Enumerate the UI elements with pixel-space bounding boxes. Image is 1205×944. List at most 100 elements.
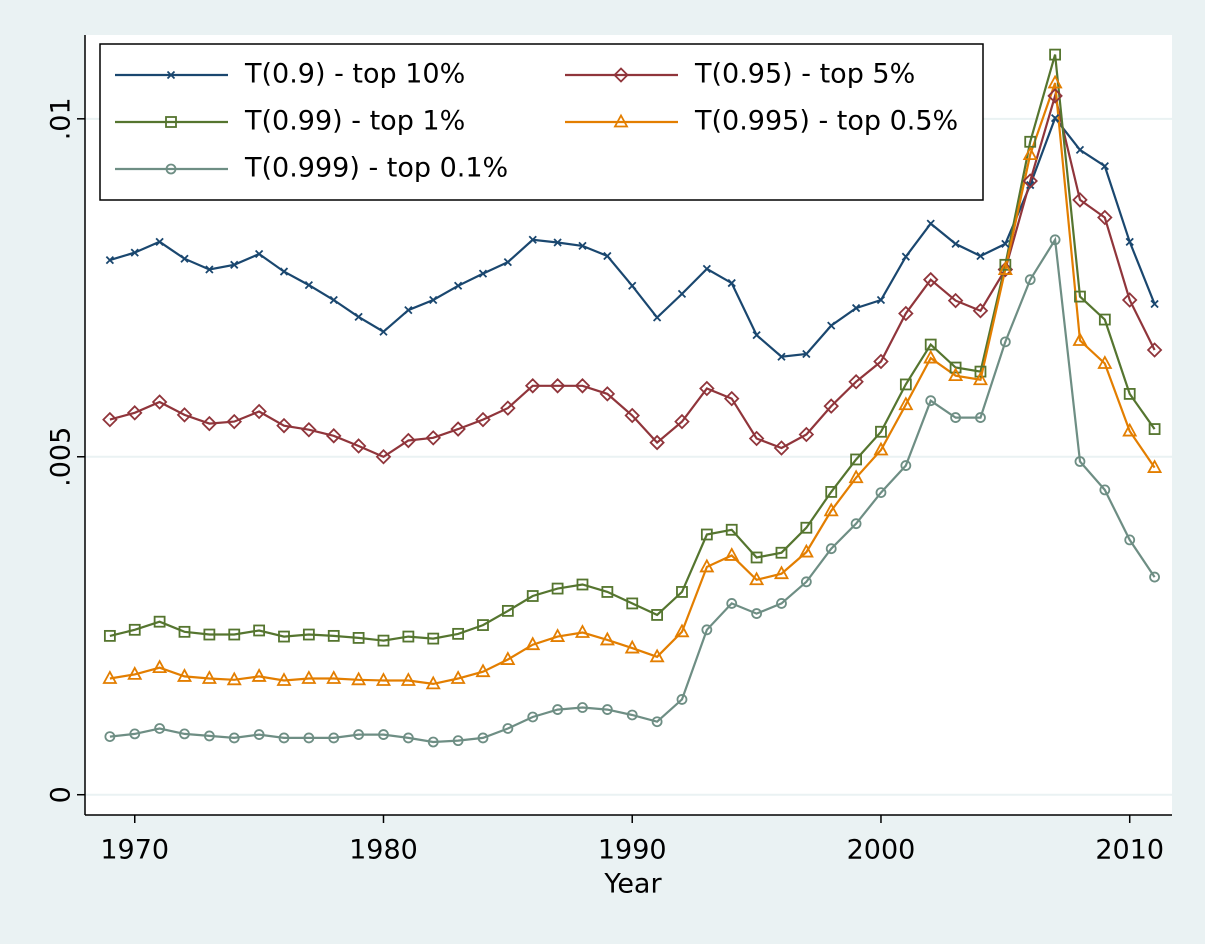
marker: [1050, 114, 1060, 123]
marker: [527, 711, 539, 723]
marker: [503, 257, 512, 267]
marker: [127, 666, 143, 680]
marker: [375, 448, 392, 465]
marker: [603, 251, 612, 261]
marker: [450, 421, 466, 437]
marker: [825, 486, 838, 498]
marker: [500, 651, 516, 665]
marker: [925, 395, 937, 407]
marker: [1072, 332, 1088, 346]
marker: [1124, 534, 1136, 546]
marker: [999, 336, 1011, 348]
marker: [1022, 173, 1038, 189]
marker: [624, 639, 640, 654]
marker: [601, 586, 614, 598]
marker: [827, 321, 836, 330]
series-line: [109, 82, 1156, 686]
marker: [1022, 146, 1038, 161]
marker: [400, 432, 417, 449]
marker: [375, 672, 392, 686]
marker: [179, 728, 190, 740]
marker: [798, 426, 815, 443]
marker: [875, 487, 887, 498]
marker: [226, 413, 243, 430]
marker: [378, 729, 389, 740]
marker: [1149, 571, 1160, 583]
marker: [677, 289, 687, 299]
marker: [851, 303, 861, 313]
marker: [151, 394, 168, 410]
marker: [379, 327, 388, 336]
marker: [674, 623, 690, 638]
marker: [253, 624, 266, 637]
x-tick-label: 1990: [598, 835, 667, 866]
marker: [574, 624, 590, 638]
marker: [950, 412, 961, 423]
marker: [798, 543, 814, 558]
marker: [850, 453, 862, 466]
marker: [103, 629, 116, 642]
marker: [524, 378, 541, 394]
series-line: [109, 236, 1156, 744]
marker: [228, 732, 240, 744]
y-tick-label: 0: [46, 786, 77, 803]
marker: [126, 405, 143, 421]
marker: [154, 723, 166, 734]
marker: [974, 365, 987, 378]
marker: [800, 521, 813, 534]
marker: [1001, 239, 1010, 248]
marker: [201, 670, 217, 684]
marker: [777, 352, 786, 361]
marker: [1049, 234, 1061, 246]
marker: [201, 415, 218, 432]
legend-label: T(0.999) - top 0.1%: [244, 153, 508, 184]
marker: [1146, 342, 1163, 358]
marker: [526, 590, 539, 602]
marker: [502, 723, 514, 734]
marker: [276, 417, 292, 434]
marker: [1097, 355, 1113, 369]
marker: [899, 378, 912, 391]
x-tick-label: 1970: [100, 835, 169, 866]
marker: [999, 258, 1012, 271]
x-tick-label: 2010: [1095, 835, 1164, 866]
marker: [1098, 313, 1111, 326]
marker: [751, 608, 763, 619]
marker: [353, 729, 365, 740]
marker: [725, 523, 738, 536]
marker: [326, 670, 342, 684]
marker: [1072, 192, 1088, 208]
marker: [701, 624, 713, 636]
marker: [528, 235, 537, 244]
marker: [549, 378, 566, 394]
marker: [1049, 48, 1061, 61]
marker: [404, 305, 413, 315]
marker: [377, 634, 390, 647]
marker: [649, 434, 665, 451]
marker: [724, 547, 740, 561]
marker: [253, 729, 265, 740]
marker: [948, 367, 964, 382]
marker: [166, 70, 176, 80]
marker: [278, 630, 290, 643]
marker: [129, 728, 141, 740]
series-line: [109, 91, 1156, 459]
legend-label: T(0.95) - top 5%: [694, 59, 915, 90]
marker: [924, 338, 937, 351]
marker: [972, 371, 988, 386]
marker: [351, 671, 367, 686]
marker: [975, 412, 986, 423]
marker: [254, 249, 264, 259]
marker: [976, 251, 985, 261]
marker: [613, 67, 629, 83]
marker: [748, 430, 765, 447]
marker: [752, 330, 761, 340]
marker: [848, 373, 864, 390]
x-axis-label: Year: [603, 869, 662, 900]
marker: [651, 609, 664, 621]
marker: [329, 295, 338, 305]
marker: [577, 702, 588, 713]
marker: [613, 113, 629, 128]
marker: [500, 400, 516, 416]
